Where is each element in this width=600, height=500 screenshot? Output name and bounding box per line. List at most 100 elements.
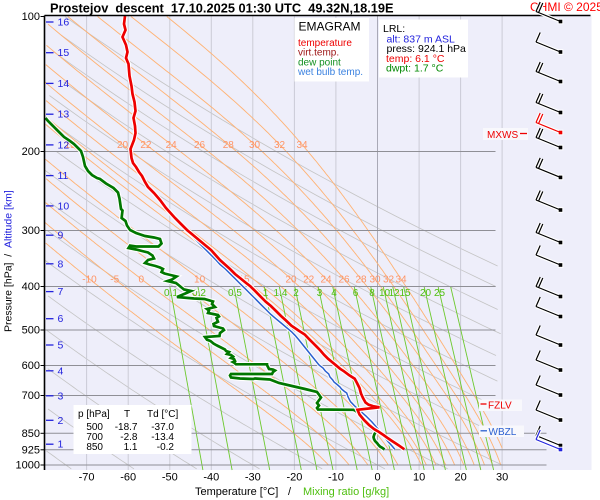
svg-text:14: 14 xyxy=(58,78,70,90)
svg-text:20: 20 xyxy=(117,140,129,151)
svg-text:8: 8 xyxy=(58,258,64,270)
svg-text:22: 22 xyxy=(303,275,315,286)
svg-text:0: 0 xyxy=(139,275,145,286)
svg-text:virt.temp.: virt.temp. xyxy=(298,48,339,59)
svg-text:alt: 837 m ASL: alt: 837 m ASL xyxy=(387,34,455,46)
svg-text:32: 32 xyxy=(383,275,395,286)
svg-text:5: 5 xyxy=(58,340,64,352)
svg-text:-50: -50 xyxy=(162,472,178,484)
svg-text:-60: -60 xyxy=(120,472,136,484)
svg-text:3: 3 xyxy=(58,390,64,402)
svg-text:4: 4 xyxy=(58,365,64,377)
svg-text:20: 20 xyxy=(420,288,432,299)
svg-text:10: 10 xyxy=(194,275,206,286)
svg-text:Mixing ratio [g/kg]: Mixing ratio [g/kg] xyxy=(303,486,389,498)
svg-text:wet bulb temp.: wet bulb temp. xyxy=(297,67,363,78)
svg-text:-5: -5 xyxy=(110,275,119,286)
svg-text:temperature: temperature xyxy=(298,38,352,49)
svg-text:7: 7 xyxy=(58,286,64,298)
svg-text:/: / xyxy=(288,486,292,498)
svg-text:6: 6 xyxy=(58,313,64,325)
svg-text:1: 1 xyxy=(58,439,64,451)
svg-text:34: 34 xyxy=(296,140,308,151)
svg-text:1.4: 1.4 xyxy=(274,288,288,299)
svg-text:LRL:: LRL: xyxy=(383,23,405,35)
svg-text:dwpt: 1.7 °C: dwpt: 1.7 °C xyxy=(386,63,444,75)
svg-text:10: 10 xyxy=(379,288,391,299)
svg-text:-13.4: -13.4 xyxy=(151,432,174,443)
svg-text:Temperature [°C]: Temperature [°C] xyxy=(195,486,278,498)
svg-text:13: 13 xyxy=(58,109,70,121)
svg-text:1.1: 1.1 xyxy=(124,442,138,453)
svg-text:-30: -30 xyxy=(245,472,261,484)
svg-text:6: 6 xyxy=(353,288,359,299)
svg-text:FZLV: FZLV xyxy=(488,401,512,412)
svg-text:-10: -10 xyxy=(328,472,344,484)
svg-text:11: 11 xyxy=(58,170,69,182)
svg-text:34: 34 xyxy=(395,275,407,286)
svg-text:2: 2 xyxy=(293,288,299,299)
svg-text:-10: -10 xyxy=(82,275,97,286)
svg-text:-37.0: -37.0 xyxy=(151,422,174,433)
svg-text:30: 30 xyxy=(496,472,508,484)
svg-text:925: 925 xyxy=(22,444,40,456)
svg-text:16: 16 xyxy=(58,17,70,29)
svg-text:24: 24 xyxy=(166,140,178,151)
svg-text:20: 20 xyxy=(454,472,466,484)
svg-text:MXWS: MXWS xyxy=(487,130,518,141)
svg-text:-40: -40 xyxy=(203,472,219,484)
svg-text:200: 200 xyxy=(22,146,40,158)
svg-text:Prostejov descent 17.10.2025: Prostejov descent 17.10.2025 01:30 UTC 4… xyxy=(50,1,394,16)
svg-text:30: 30 xyxy=(369,275,381,286)
svg-text:700: 700 xyxy=(22,390,40,402)
svg-text:28: 28 xyxy=(355,275,367,286)
svg-text:3: 3 xyxy=(317,288,323,299)
svg-text:0.2: 0.2 xyxy=(192,288,206,299)
svg-text:12: 12 xyxy=(388,288,400,299)
svg-text:2: 2 xyxy=(58,415,64,427)
svg-text:0.5: 0.5 xyxy=(228,288,242,299)
svg-text:1: 1 xyxy=(263,288,269,299)
svg-text:100: 100 xyxy=(22,11,40,23)
svg-text:32: 32 xyxy=(274,140,286,151)
svg-text:EMAGRAM: EMAGRAM xyxy=(299,20,361,34)
svg-text:-70: -70 xyxy=(79,472,95,484)
svg-text:p [hPa]: p [hPa] xyxy=(78,409,110,420)
svg-text:0: 0 xyxy=(374,472,380,484)
svg-text:-20: -20 xyxy=(286,472,302,484)
svg-text:20: 20 xyxy=(285,275,297,286)
svg-text:press: 924.1 hPa: press: 924.1 hPa xyxy=(387,43,467,55)
svg-text:4: 4 xyxy=(331,288,337,299)
svg-text:26: 26 xyxy=(338,275,350,286)
svg-text:-0.2: -0.2 xyxy=(157,442,175,453)
svg-text:Pressure [hPa] / Altitude [k: Pressure [hPa] / Altitude [km] xyxy=(3,190,15,332)
svg-text:8: 8 xyxy=(369,288,375,299)
svg-text:400: 400 xyxy=(22,281,40,293)
svg-text:1000: 1000 xyxy=(16,460,40,472)
svg-text:CHMI © 2025: CHMI © 2025 xyxy=(530,0,600,14)
svg-text:15: 15 xyxy=(58,47,70,59)
svg-text:9: 9 xyxy=(58,230,64,242)
svg-text:12: 12 xyxy=(58,139,70,151)
svg-text:-2.8: -2.8 xyxy=(120,432,138,443)
svg-text:500: 500 xyxy=(86,422,103,433)
svg-text:-18.7: -18.7 xyxy=(115,422,138,433)
svg-text:Td [°C]: Td [°C] xyxy=(147,409,178,420)
svg-text:26: 26 xyxy=(194,140,206,151)
svg-text:T: T xyxy=(124,409,130,420)
svg-text:28: 28 xyxy=(223,140,235,151)
svg-text:850: 850 xyxy=(86,442,103,453)
svg-text:15: 15 xyxy=(65,140,77,151)
svg-text:600: 600 xyxy=(22,360,40,372)
svg-text:30: 30 xyxy=(249,140,261,151)
svg-text:850: 850 xyxy=(22,428,40,440)
svg-text:0.1: 0.1 xyxy=(164,288,178,299)
svg-text:10: 10 xyxy=(413,472,425,484)
svg-text:WBZL: WBZL xyxy=(489,427,517,438)
svg-text:dew point: dew point xyxy=(298,58,341,69)
svg-text:500: 500 xyxy=(22,325,40,337)
svg-text:10: 10 xyxy=(58,200,70,212)
svg-text:temp: 6.1 °C: temp: 6.1 °C xyxy=(386,53,445,65)
svg-text:25: 25 xyxy=(434,288,446,299)
svg-text:22: 22 xyxy=(140,140,152,151)
